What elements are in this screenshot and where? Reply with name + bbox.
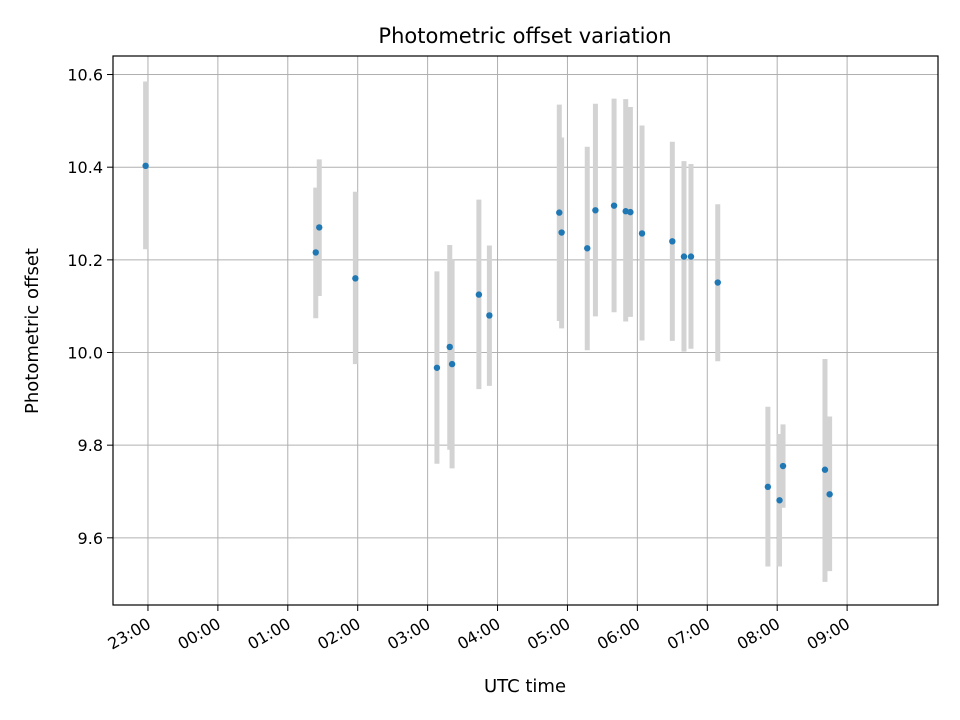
data-point — [475, 291, 483, 298]
data-point — [556, 209, 563, 216]
x-tick-label: 04:00 — [454, 614, 503, 654]
x-axis-label: UTC time — [484, 676, 566, 697]
data-point — [448, 360, 456, 368]
data-point — [680, 253, 688, 260]
data-point — [486, 312, 493, 319]
data-point — [669, 238, 676, 245]
data-point — [627, 208, 634, 216]
x-tick-label: 05:00 — [524, 614, 573, 654]
data-point — [779, 462, 787, 470]
data-point — [446, 343, 453, 351]
data-point — [316, 224, 323, 231]
data-point — [714, 279, 721, 286]
y-tick-label: 10.2 — [67, 251, 103, 270]
data-point — [826, 491, 833, 498]
data-point — [638, 230, 646, 237]
data-point — [821, 466, 829, 473]
error-bars — [143, 81, 833, 582]
chart-title: Photometric offset variation — [378, 24, 671, 48]
y-tick-label: 9.6 — [78, 529, 103, 548]
x-tick-label: 01:00 — [244, 614, 293, 654]
data-points — [142, 162, 833, 504]
plot-frame — [112, 55, 939, 606]
data-point — [312, 249, 319, 256]
data-point — [592, 207, 599, 214]
data-point — [352, 275, 359, 282]
grid — [113, 56, 938, 605]
data-point — [142, 162, 149, 169]
x-tick-label: 06:00 — [594, 614, 643, 654]
y-axis: 9.6 9.8 10.0 10.2 10.4 10.6 — [67, 66, 113, 548]
x-tick-label: 07:00 — [664, 614, 713, 654]
x-tick-label: 02:00 — [314, 614, 363, 654]
data-point — [687, 253, 695, 260]
x-tick-label: 08:00 — [734, 614, 783, 654]
data-point — [433, 364, 441, 371]
data-point — [610, 202, 618, 209]
data-point — [776, 497, 783, 504]
y-axis-label: Photometric offset — [22, 248, 43, 414]
data-point — [764, 483, 772, 491]
y-tick-label: 10.6 — [67, 66, 103, 85]
y-tick-label: 10.0 — [67, 344, 103, 363]
x-tick-label: 23:00 — [105, 614, 154, 654]
x-tick-label: 03:00 — [384, 614, 433, 654]
y-tick-label: 9.8 — [78, 436, 103, 455]
y-tick-label: 10.4 — [67, 158, 103, 177]
data-point — [584, 245, 591, 252]
x-tick-label: 09:00 — [804, 614, 853, 654]
data-point — [558, 229, 565, 236]
x-tick-label: 00:00 — [174, 614, 223, 654]
x-axis: 23:00 00:00 01:00 02:00 03:00 04:00 05:00 06:00… — [105, 605, 853, 654]
